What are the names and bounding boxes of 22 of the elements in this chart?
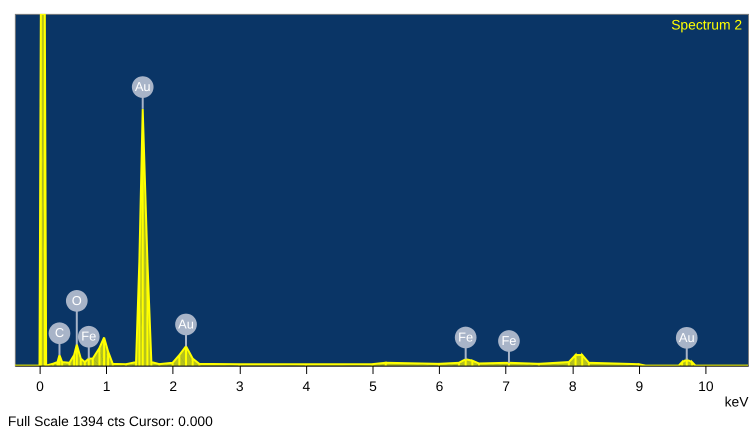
x-tick-label: 4: [302, 378, 310, 394]
annotation: Au: [678, 330, 695, 345]
x-tick-label: 9: [635, 378, 644, 394]
x-tick-label: 8: [568, 378, 577, 394]
x-tick-label: 6: [436, 378, 444, 394]
annotation: Fe: [81, 328, 96, 344]
x-tick-label: 7: [502, 378, 510, 394]
annotation: C: [54, 325, 64, 340]
x-axis-title: keV: [724, 394, 749, 410]
annotation: Fe: [458, 329, 474, 344]
x-tick-label: 1: [102, 378, 111, 394]
annotation: Fe: [501, 332, 516, 348]
annotation: Au: [134, 79, 151, 94]
x-tick-label: 3: [236, 378, 244, 394]
annotation: Au: [178, 316, 194, 332]
x-tick-label: 2: [169, 378, 178, 394]
text: Full Scale 1394 cts Cursor: 0.000: [8, 413, 214, 430]
annotation: O: [72, 292, 82, 308]
x-tick-label: 5: [369, 378, 378, 394]
chart-title: Spectrum 2: [671, 16, 742, 33]
x-tick-label: 0: [36, 378, 44, 394]
x-tick-label: 10: [698, 378, 714, 394]
